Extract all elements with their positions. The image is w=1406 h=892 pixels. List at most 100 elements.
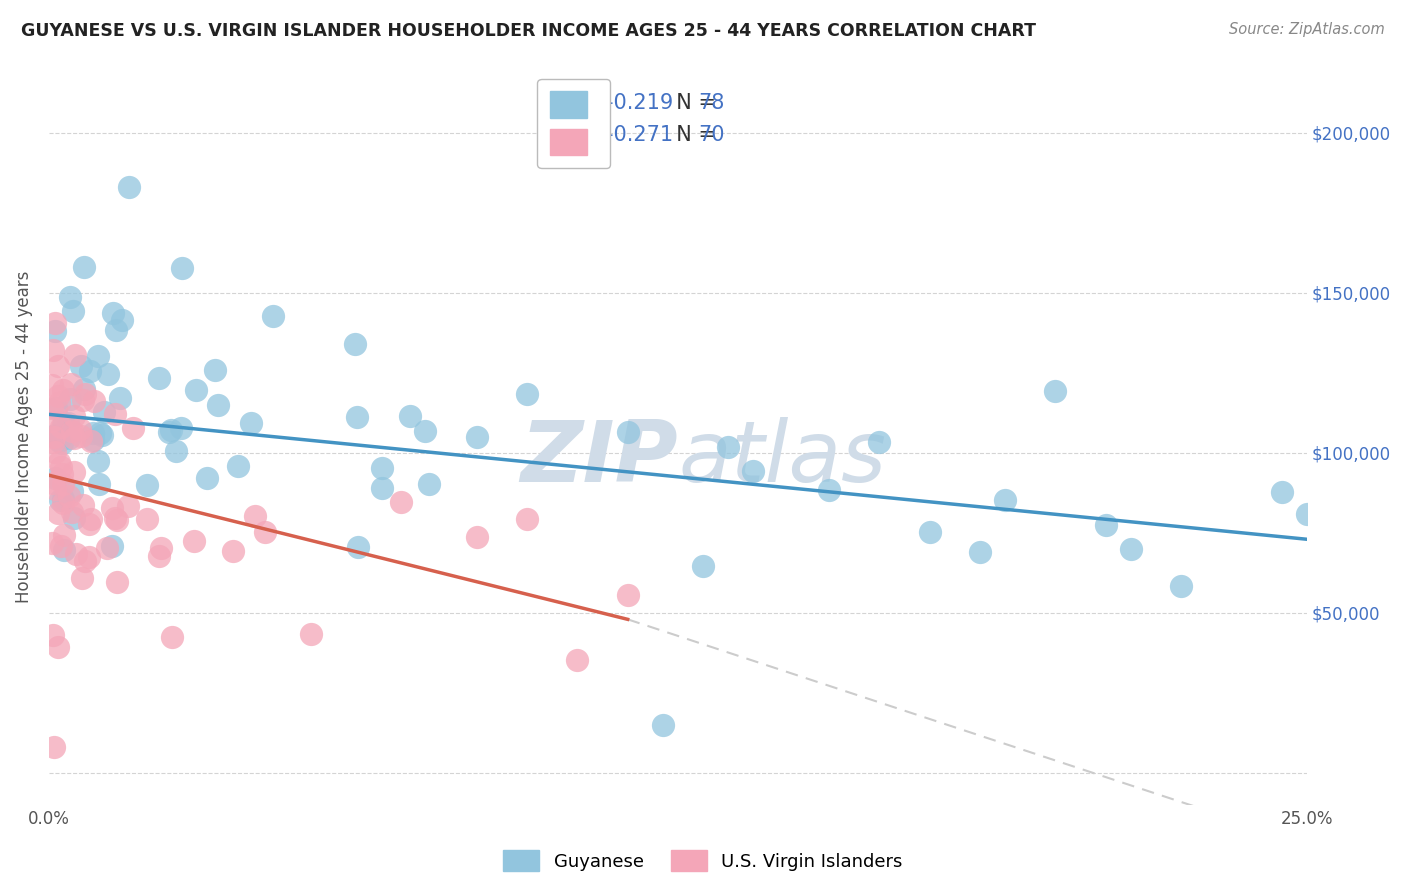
Point — [1094, 517, 1116, 532]
Point — [65, 348, 87, 362]
Point — [243, 509, 266, 524]
Point — [253, 525, 276, 540]
Point — [117, 499, 139, 513]
Point — [41, 401, 63, 416]
Point — [160, 424, 183, 438]
Point — [42, 628, 65, 642]
Point — [516, 387, 538, 401]
Point — [969, 545, 991, 559]
Point — [53, 543, 76, 558]
Point — [567, 653, 589, 667]
Point — [73, 260, 96, 274]
Point — [77, 550, 100, 565]
Point — [149, 541, 172, 555]
Point — [58, 489, 80, 503]
Point — [1170, 579, 1192, 593]
Text: -0.219: -0.219 — [606, 93, 673, 113]
Point — [44, 324, 66, 338]
Point — [415, 424, 437, 438]
Point — [52, 528, 75, 542]
Point — [69, 422, 91, 436]
Point — [53, 416, 76, 430]
Point — [60, 483, 83, 498]
Point — [48, 359, 70, 373]
Point — [52, 477, 75, 491]
Point — [263, 309, 285, 323]
Point — [49, 492, 72, 507]
Point — [49, 539, 72, 553]
Point — [60, 424, 83, 438]
Point — [105, 513, 128, 527]
Point — [41, 535, 63, 549]
Point — [82, 425, 104, 440]
Point — [616, 425, 638, 439]
Point — [73, 554, 96, 568]
Point — [148, 370, 170, 384]
Point — [183, 534, 205, 549]
Point — [80, 434, 103, 448]
Point — [46, 429, 69, 443]
Point — [49, 420, 72, 434]
Point — [87, 477, 110, 491]
Point — [51, 435, 73, 450]
Point — [42, 430, 65, 444]
Text: Source: ZipAtlas.com: Source: ZipAtlas.com — [1229, 22, 1385, 37]
Point — [343, 337, 366, 351]
Point — [101, 501, 124, 516]
Point — [108, 391, 131, 405]
Point — [136, 511, 159, 525]
Point — [170, 421, 193, 435]
Point — [63, 465, 86, 479]
Point — [1045, 384, 1067, 399]
Point — [616, 588, 638, 602]
Legend: , : , — [537, 78, 610, 168]
Point — [56, 417, 79, 431]
Point — [73, 382, 96, 396]
Point — [72, 392, 94, 407]
Point — [52, 495, 75, 509]
Point — [42, 476, 65, 491]
Point — [207, 398, 229, 412]
Point — [62, 511, 84, 525]
Point — [44, 482, 66, 496]
Point — [93, 405, 115, 419]
Point — [77, 517, 100, 532]
Point — [118, 180, 141, 194]
Point — [918, 524, 941, 539]
Point — [46, 389, 69, 403]
Point — [103, 407, 125, 421]
Point — [48, 434, 70, 449]
Point — [204, 362, 226, 376]
Point — [818, 483, 841, 498]
Point — [186, 384, 208, 398]
Point — [60, 377, 83, 392]
Point — [651, 718, 673, 732]
Point — [994, 493, 1017, 508]
Point — [516, 512, 538, 526]
Point — [346, 410, 368, 425]
Point — [101, 306, 124, 320]
Point — [97, 367, 120, 381]
Point — [228, 459, 250, 474]
Text: ZIP: ZIP — [520, 417, 678, 500]
Point — [465, 430, 488, 444]
Point — [122, 421, 145, 435]
Point — [62, 304, 84, 318]
Point — [44, 427, 66, 442]
Point — [1296, 507, 1319, 521]
Point — [46, 506, 69, 520]
Point — [82, 433, 104, 447]
Point — [80, 512, 103, 526]
Point — [136, 478, 159, 492]
Point — [165, 444, 187, 458]
Point — [105, 323, 128, 337]
Point — [58, 431, 80, 445]
Point — [465, 530, 488, 544]
Point — [86, 349, 108, 363]
Point — [87, 454, 110, 468]
Point — [157, 425, 180, 439]
Point — [52, 418, 75, 433]
Point — [70, 429, 93, 443]
Point — [63, 431, 86, 445]
Point — [162, 630, 184, 644]
